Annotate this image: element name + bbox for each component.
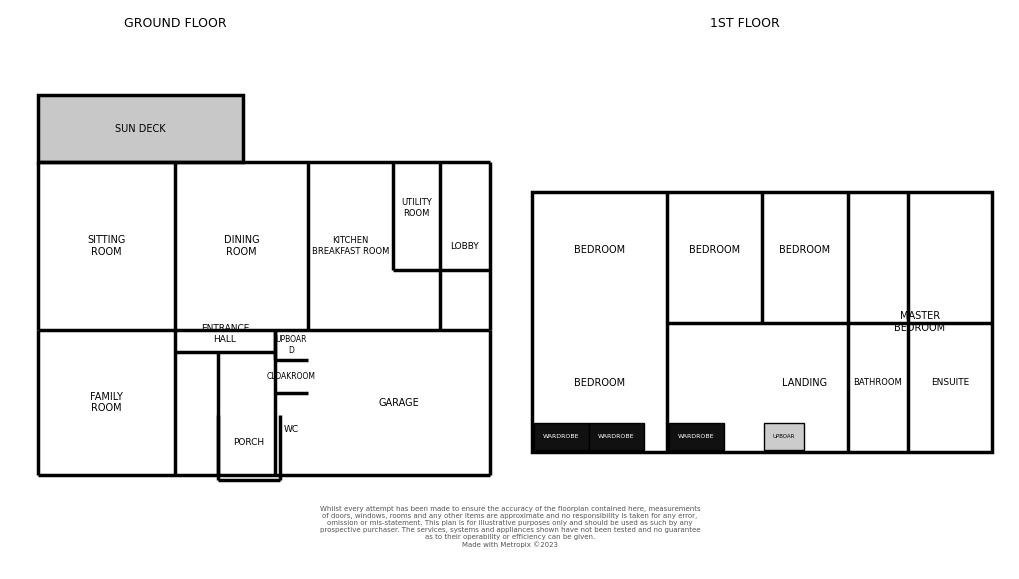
- Text: SITTING
ROOM: SITTING ROOM: [88, 235, 125, 257]
- Text: LOBBY: LOBBY: [450, 241, 479, 251]
- Text: UPBOAR
D: UPBOAR D: [275, 335, 307, 355]
- Text: GROUND FLOOR: GROUND FLOOR: [123, 16, 226, 30]
- Text: LANDING: LANDING: [782, 378, 826, 387]
- Text: BEDROOM: BEDROOM: [574, 378, 625, 387]
- Text: WC: WC: [283, 426, 299, 434]
- Text: 1ST FLOOR: 1ST FLOOR: [709, 16, 780, 30]
- Text: ENTRANCE
HALL: ENTRANCE HALL: [201, 324, 249, 344]
- Text: WARDROBE: WARDROBE: [543, 434, 579, 439]
- Text: DINING
ROOM: DINING ROOM: [223, 235, 259, 257]
- Text: WARDROBE: WARDROBE: [598, 434, 634, 439]
- Text: ENSUITE: ENSUITE: [930, 378, 968, 387]
- Bar: [668, 423, 723, 450]
- Text: KITCHEN
BREAKFAST ROOM: KITCHEN BREAKFAST ROOM: [312, 236, 389, 256]
- Text: WARDROBE: WARDROBE: [678, 434, 714, 439]
- Text: CLOAKROOM: CLOAKROOM: [267, 372, 316, 381]
- Text: BEDROOM: BEDROOM: [574, 244, 625, 255]
- Text: BATHROOM: BATHROOM: [853, 378, 902, 387]
- Text: SUN DECK: SUN DECK: [114, 123, 165, 134]
- Bar: [38, 95, 243, 162]
- Text: Whilst every attempt has been made to ensure the accuracy of the floorplan conta: Whilst every attempt has been made to en…: [319, 506, 700, 548]
- Bar: [763, 423, 803, 450]
- Text: FAMILY
ROOM: FAMILY ROOM: [90, 392, 123, 413]
- Text: BEDROOM: BEDROOM: [688, 244, 740, 255]
- Text: MASTER
BEDROOM: MASTER BEDROOM: [894, 311, 945, 333]
- Bar: [532, 192, 991, 452]
- Text: PORCH: PORCH: [233, 438, 264, 447]
- Bar: [534, 423, 588, 450]
- Text: GARAGE: GARAGE: [378, 398, 419, 408]
- Text: BEDROOM: BEDROOM: [779, 244, 829, 255]
- Text: UPBOAR: UPBOAR: [772, 434, 795, 439]
- Text: UTILITY
ROOM: UTILITY ROOM: [400, 198, 431, 218]
- Bar: [588, 423, 643, 450]
